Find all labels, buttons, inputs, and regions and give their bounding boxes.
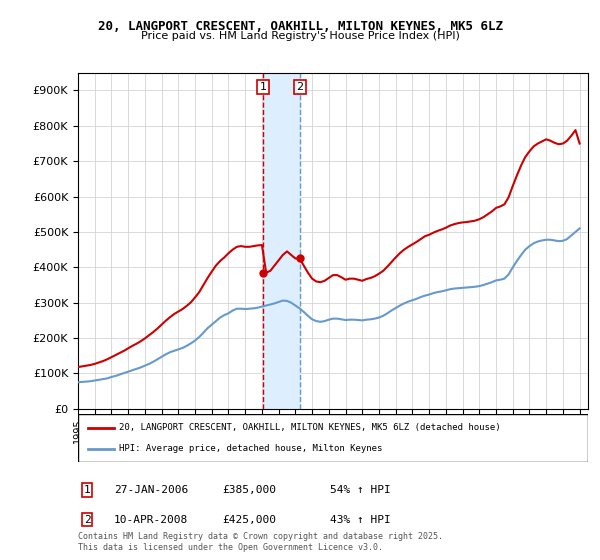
Text: £425,000: £425,000 [222, 515, 276, 525]
Text: HPI: Average price, detached house, Milton Keynes: HPI: Average price, detached house, Milt… [119, 444, 382, 453]
Text: 43% ↑ HPI: 43% ↑ HPI [330, 515, 391, 525]
Text: 20, LANGPORT CRESCENT, OAKHILL, MILTON KEYNES, MK5 6LZ: 20, LANGPORT CRESCENT, OAKHILL, MILTON K… [97, 20, 503, 32]
Text: 54% ↑ HPI: 54% ↑ HPI [330, 485, 391, 495]
Bar [263, 73, 300, 409]
Text: 10-APR-2008: 10-APR-2008 [114, 515, 188, 525]
FancyBboxPatch shape [78, 414, 588, 462]
Text: Price paid vs. HM Land Registry's House Price Index (HPI): Price paid vs. HM Land Registry's House … [140, 31, 460, 41]
Text: 2: 2 [296, 82, 304, 92]
Text: 1: 1 [84, 485, 91, 495]
Text: 20, LANGPORT CRESCENT, OAKHILL, MILTON KEYNES, MK5 6LZ (detached house): 20, LANGPORT CRESCENT, OAKHILL, MILTON K… [119, 423, 500, 432]
Text: £385,000: £385,000 [222, 485, 276, 495]
Text: Contains HM Land Registry data © Crown copyright and database right 2025.
This d: Contains HM Land Registry data © Crown c… [78, 532, 443, 552]
Text: 27-JAN-2006: 27-JAN-2006 [114, 485, 188, 495]
Text: 2: 2 [84, 515, 91, 525]
Text: 1: 1 [260, 82, 266, 92]
